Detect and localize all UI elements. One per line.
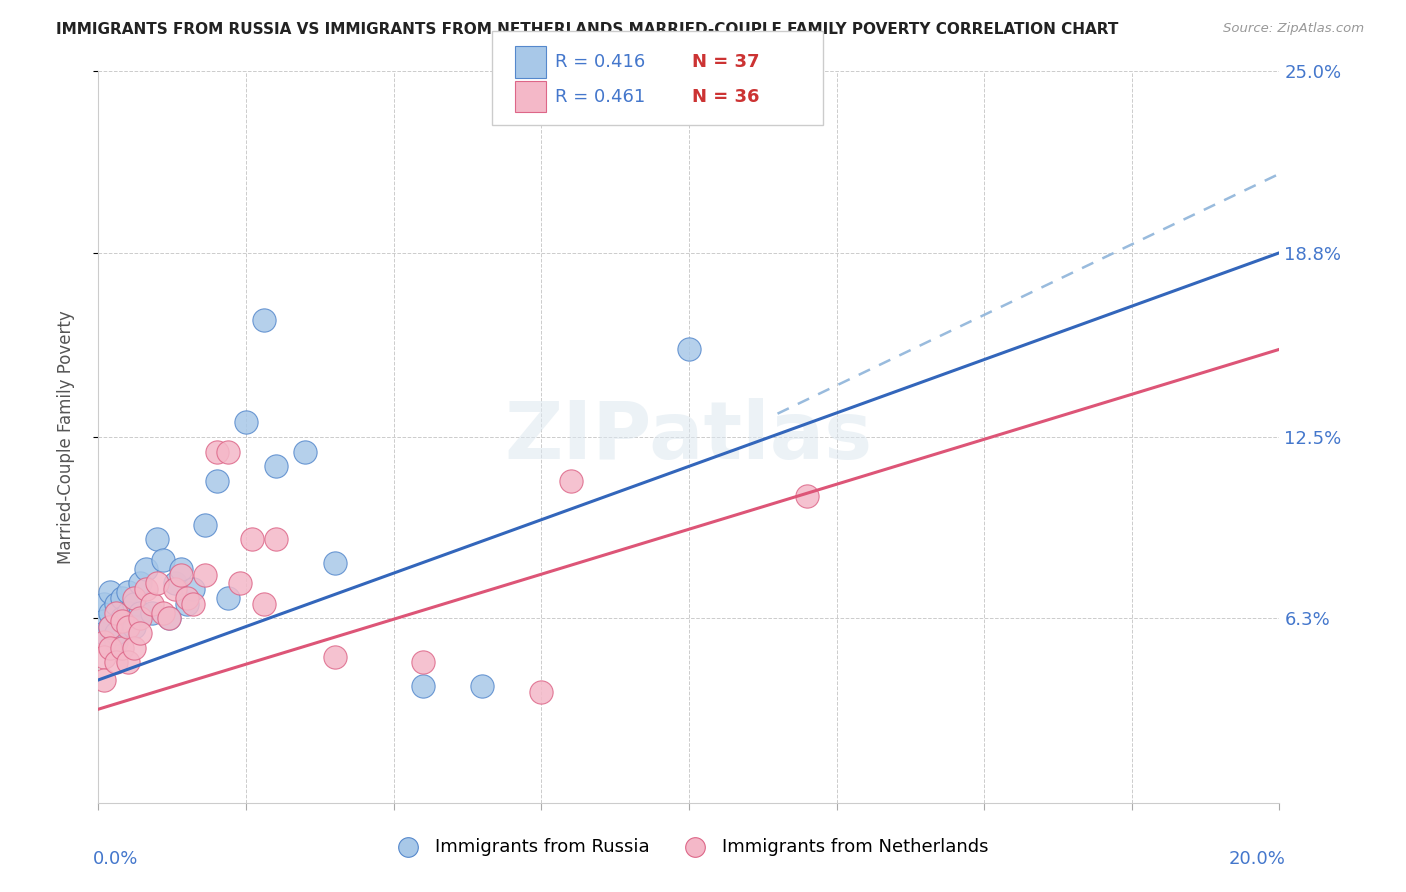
Point (105, 635, 128, 649)
Point (146, 576, 169, 591)
Text: 20.0%: 20.0% (1229, 850, 1285, 868)
Point (157, 611, 180, 625)
Point (117, 620, 139, 634)
Point (176, 597, 198, 611)
Text: ZIPatlas: ZIPatlas (505, 398, 873, 476)
Point (128, 606, 150, 620)
Point (122, 591, 145, 605)
Text: R = 0.461: R = 0.461 (555, 87, 645, 106)
Point (111, 640, 134, 655)
Point (105, 606, 128, 620)
Point (141, 597, 163, 611)
Point (205, 474, 228, 488)
Point (176, 591, 198, 605)
Point (111, 611, 134, 625)
Point (235, 416, 257, 430)
Point (122, 597, 145, 611)
Point (157, 611, 180, 625)
Point (323, 556, 346, 570)
Point (170, 562, 193, 576)
Text: N = 36: N = 36 (692, 87, 759, 106)
Point (128, 576, 150, 591)
Point (264, 459, 287, 474)
Point (98, 620, 121, 634)
Text: Source: ZipAtlas.com: Source: ZipAtlas.com (1223, 22, 1364, 36)
Point (93, 615, 115, 629)
Point (128, 626, 150, 640)
Text: N = 37: N = 37 (692, 53, 759, 71)
Point (111, 615, 134, 629)
Point (135, 562, 157, 576)
Point (152, 553, 174, 567)
Point (170, 567, 193, 582)
Point (135, 582, 157, 597)
Point (530, 684, 553, 698)
Point (117, 606, 139, 620)
Point (181, 597, 204, 611)
Point (181, 582, 204, 597)
Point (98, 606, 121, 620)
Point (323, 649, 346, 664)
Point (253, 313, 276, 327)
Point (105, 656, 128, 670)
Point (117, 656, 139, 670)
Y-axis label: Married-Couple Family Poverty: Married-Couple Family Poverty (56, 310, 75, 564)
Point (412, 656, 434, 670)
Point (111, 591, 134, 605)
Point (471, 679, 494, 693)
Point (229, 576, 252, 591)
Point (412, 679, 434, 693)
Point (796, 489, 818, 503)
Point (117, 585, 139, 599)
Point (122, 620, 145, 634)
Point (141, 606, 163, 620)
Point (93, 626, 115, 640)
Point (93, 649, 115, 664)
Text: 0.0%: 0.0% (93, 850, 138, 868)
Point (105, 597, 128, 611)
Point (128, 611, 150, 625)
Point (205, 444, 228, 458)
Point (194, 567, 217, 582)
Point (98, 620, 121, 634)
Point (294, 444, 316, 458)
Text: IMMIGRANTS FROM RUSSIA VS IMMIGRANTS FROM NETHERLANDS MARRIED-COUPLE FAMILY POVE: IMMIGRANTS FROM RUSSIA VS IMMIGRANTS FRO… (56, 22, 1119, 37)
Point (105, 626, 128, 640)
Legend: Immigrants from Russia, Immigrants from Netherlands: Immigrants from Russia, Immigrants from … (382, 830, 995, 863)
Point (122, 640, 145, 655)
Point (146, 533, 169, 547)
Text: R = 0.416: R = 0.416 (555, 53, 645, 71)
Point (93, 673, 115, 687)
Point (194, 517, 217, 532)
Point (98, 585, 121, 599)
Point (165, 576, 187, 591)
Point (217, 591, 239, 605)
Point (217, 444, 239, 458)
Point (678, 343, 700, 357)
Point (152, 606, 174, 620)
Point (98, 640, 121, 655)
Point (253, 597, 276, 611)
Point (240, 533, 263, 547)
Point (560, 474, 582, 488)
Point (165, 582, 187, 597)
Point (93, 597, 115, 611)
Point (93, 635, 115, 649)
Point (264, 533, 287, 547)
